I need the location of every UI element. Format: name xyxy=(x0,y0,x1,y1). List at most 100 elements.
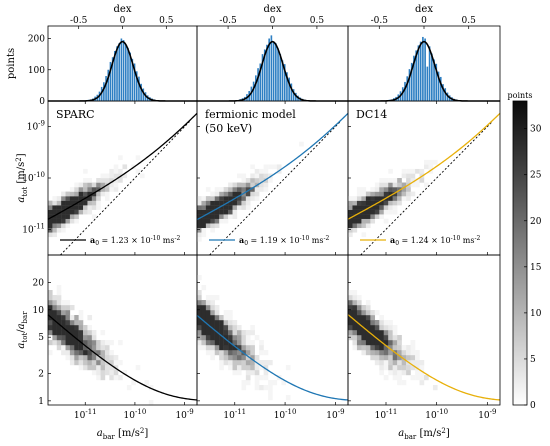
colorbar-tick-label: 15 xyxy=(530,263,542,273)
density-cell xyxy=(236,330,242,336)
density-cell xyxy=(74,345,79,351)
density-cell xyxy=(69,335,75,341)
density-cell xyxy=(374,335,380,341)
density-cell xyxy=(352,223,358,229)
density-cell xyxy=(113,360,119,366)
histogram-bar xyxy=(114,51,116,101)
density-cell xyxy=(254,178,260,183)
rar-fit-curve xyxy=(47,112,198,220)
density-cell xyxy=(109,360,114,366)
histogram-bar xyxy=(413,55,415,101)
density-cell xyxy=(259,173,264,179)
density-cell xyxy=(210,200,215,206)
panel-title-sparc: SPARC xyxy=(56,108,95,121)
density-cell xyxy=(197,320,202,326)
density-cell xyxy=(48,315,53,321)
density-cell xyxy=(56,209,62,215)
density-cell xyxy=(410,360,416,366)
density-cell xyxy=(245,340,251,346)
density-cell xyxy=(118,178,123,183)
density-cell xyxy=(109,187,114,192)
histogram-bar xyxy=(103,82,105,101)
density-cell xyxy=(87,340,93,346)
density-cell xyxy=(56,227,62,233)
density-cell xyxy=(352,325,358,331)
density-cell xyxy=(52,305,57,311)
density-cell xyxy=(214,350,220,356)
histogram-bar xyxy=(279,54,282,101)
density-cell xyxy=(96,191,101,197)
density-cell xyxy=(78,315,84,321)
density-cell xyxy=(272,164,278,170)
density-cell xyxy=(74,196,79,201)
histogram-bar xyxy=(122,40,125,101)
density-cell xyxy=(356,295,362,301)
density-cell xyxy=(424,375,429,381)
density-cell xyxy=(78,350,84,356)
histogram-bar xyxy=(444,88,447,101)
density-cell xyxy=(356,218,362,224)
density-cell xyxy=(126,385,132,391)
density-cell xyxy=(374,340,380,346)
density-cell xyxy=(392,200,398,206)
density-cell xyxy=(397,365,402,371)
density-cell xyxy=(410,375,416,381)
density-cell xyxy=(78,345,84,351)
density-cell xyxy=(61,205,66,210)
density-cell xyxy=(232,325,238,331)
density-cell xyxy=(428,168,434,174)
density-cell xyxy=(241,365,247,371)
density-cell xyxy=(205,300,211,306)
density-cell xyxy=(78,360,84,366)
density-cell xyxy=(232,191,238,197)
density-cell xyxy=(210,345,215,351)
density-cell xyxy=(197,196,202,201)
density-cell xyxy=(250,350,255,356)
density-cell xyxy=(214,214,220,219)
density-cell xyxy=(219,320,224,326)
density-cell xyxy=(214,340,220,346)
histogram-bar xyxy=(259,63,262,101)
density-cell xyxy=(388,370,393,376)
density-cell xyxy=(268,390,273,396)
density-cell xyxy=(201,320,207,326)
density-cell xyxy=(361,232,367,238)
density-cell xyxy=(83,325,88,331)
density-cell xyxy=(96,205,101,210)
density-cell xyxy=(348,320,353,326)
density-cell xyxy=(52,315,57,321)
density-cell xyxy=(197,205,202,210)
density-cell xyxy=(122,173,128,179)
density-cell xyxy=(397,335,402,341)
legend-a0-label: a0 = 1.24 × 10-10 ms-2 xyxy=(390,235,481,247)
density-cell xyxy=(374,310,380,316)
density-cell xyxy=(228,345,233,351)
density-cell xyxy=(432,385,438,391)
density-cell xyxy=(383,200,389,206)
density-cell xyxy=(78,191,84,197)
density-cell xyxy=(201,218,207,224)
density-cell xyxy=(254,385,260,391)
density-cell xyxy=(69,209,75,215)
density-cell xyxy=(48,295,53,301)
density-cell xyxy=(65,191,71,197)
density-cell xyxy=(91,191,97,197)
density-cell xyxy=(236,370,242,376)
density-cell xyxy=(361,187,367,192)
density-cell xyxy=(236,365,242,371)
density-cell xyxy=(370,214,376,219)
density-cell xyxy=(374,209,380,215)
ratio-fit-curve xyxy=(196,314,349,401)
density-cell xyxy=(78,355,84,361)
density-cell xyxy=(100,375,106,381)
density-cell xyxy=(78,335,84,341)
density-cell xyxy=(370,205,376,210)
density-cell xyxy=(232,345,238,351)
density-cell xyxy=(113,355,119,361)
density-cell xyxy=(109,340,114,346)
density-cell xyxy=(48,214,53,219)
density-cell xyxy=(214,305,220,311)
density-cell xyxy=(432,159,438,165)
density-cell xyxy=(245,350,251,356)
